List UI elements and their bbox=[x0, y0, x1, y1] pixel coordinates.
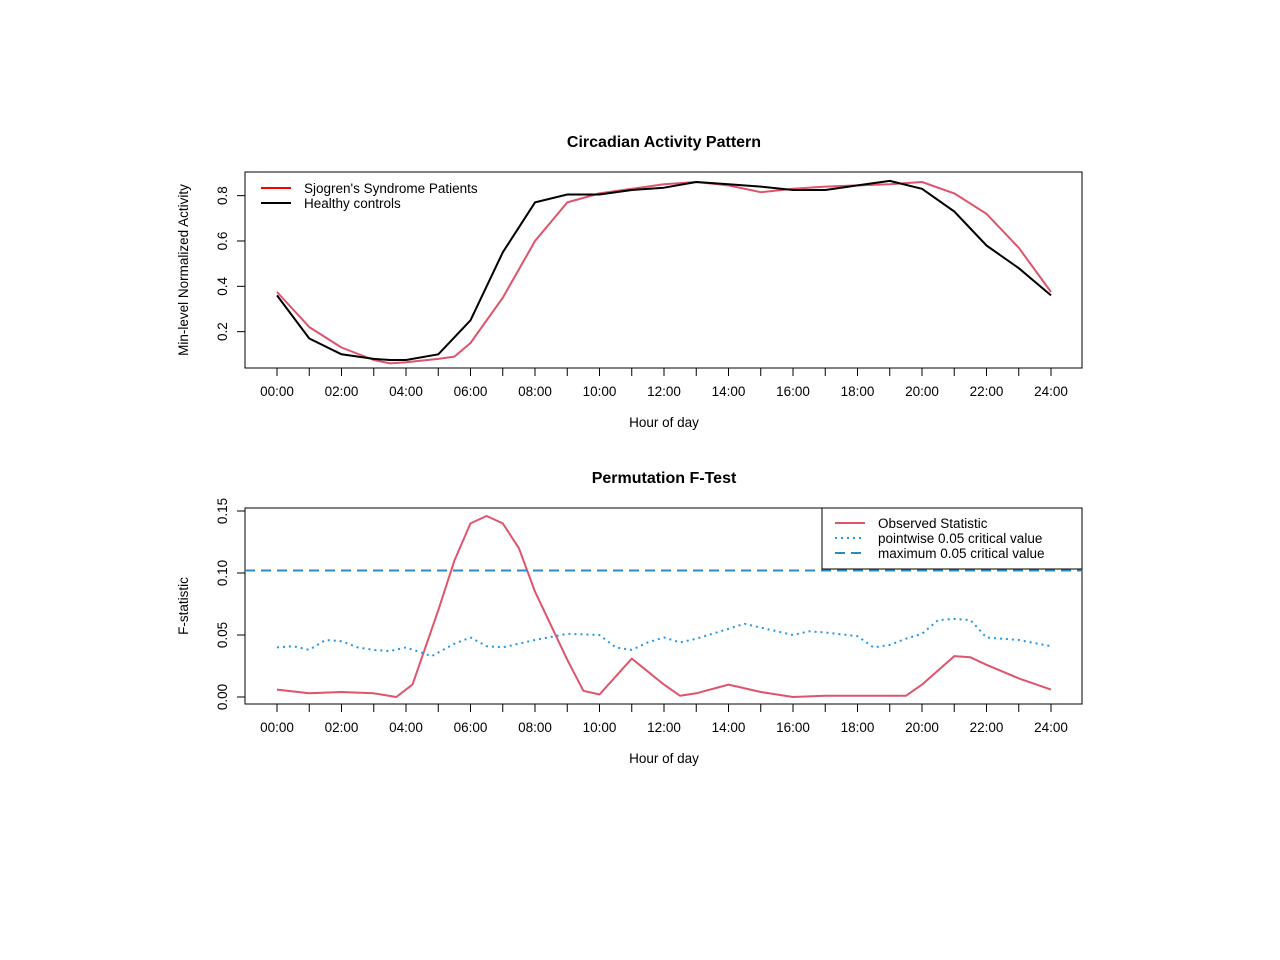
y-tick-label: 0.4 bbox=[215, 276, 230, 295]
x-tick-label: 06:00 bbox=[454, 720, 488, 735]
y-tick-label: 0.10 bbox=[215, 560, 230, 586]
x-tick-label: 14:00 bbox=[712, 720, 746, 735]
legend-label: Sjogren's Syndrome Patients bbox=[304, 181, 478, 196]
x-tick-label: 08:00 bbox=[518, 384, 552, 399]
y-axis-label: F-statistic bbox=[176, 577, 191, 635]
x-tick-label: 16:00 bbox=[776, 384, 810, 399]
x-tick-label: 06:00 bbox=[454, 384, 488, 399]
permutation-f-test-panel: Permutation F-Test Hour of day F-statist… bbox=[176, 470, 1083, 766]
y-tick-label: 0.6 bbox=[215, 232, 230, 251]
x-tick-label: 22:00 bbox=[970, 384, 1004, 399]
y-tick-label: 0.00 bbox=[215, 684, 230, 710]
x-tick-label: 10:00 bbox=[583, 384, 617, 399]
x-tick-label: 00:00 bbox=[260, 384, 294, 399]
x-tick-label: 18:00 bbox=[841, 720, 875, 735]
x-tick-label: 24:00 bbox=[1034, 384, 1068, 399]
legend-label: pointwise 0.05 critical value bbox=[878, 531, 1042, 546]
x-tick-label: 02:00 bbox=[325, 384, 359, 399]
y-tick-label: 0.2 bbox=[215, 322, 230, 341]
legend-label: Observed Statistic bbox=[878, 516, 988, 531]
y-tick-label: 0.05 bbox=[215, 622, 230, 648]
series-line-healthy-controls bbox=[276, 179, 1052, 361]
series-line-pointwise-0-05-critical-value bbox=[276, 617, 1052, 658]
y-tick-label: 0.8 bbox=[215, 186, 230, 205]
x-tick-label: 12:00 bbox=[647, 720, 681, 735]
y-axis-label: Min-level Normalized Activity bbox=[176, 184, 191, 356]
x-tick-label: 20:00 bbox=[905, 720, 939, 735]
x-tick-label: 18:00 bbox=[841, 384, 875, 399]
x-tick-label: 16:00 bbox=[776, 720, 810, 735]
x-tick-label: 24:00 bbox=[1034, 720, 1068, 735]
chart-title: Permutation F-Test bbox=[592, 470, 737, 487]
y-tick-label: 0.15 bbox=[215, 498, 230, 524]
legend-label: Healthy controls bbox=[304, 196, 401, 211]
x-tick-label: 04:00 bbox=[389, 720, 423, 735]
x-tick-label: 22:00 bbox=[970, 720, 1004, 735]
x-axis-label: Hour of day bbox=[629, 415, 699, 430]
x-tick-label: 20:00 bbox=[905, 384, 939, 399]
x-tick-label: 10:00 bbox=[583, 720, 617, 735]
x-tick-label: 00:00 bbox=[260, 720, 294, 735]
x-tick-label: 08:00 bbox=[518, 720, 552, 735]
circadian-activity-panel: Circadian Activity Pattern Hour of day M… bbox=[176, 134, 1083, 430]
x-axis-label: Hour of day bbox=[629, 751, 699, 766]
x-tick-label: 02:00 bbox=[325, 720, 359, 735]
x-tick-label: 12:00 bbox=[647, 384, 681, 399]
x-tick-label: 04:00 bbox=[389, 384, 423, 399]
x-tick-label: 14:00 bbox=[712, 384, 746, 399]
series-line-sjogren-s-syndrome-patients bbox=[276, 181, 1052, 365]
legend-box bbox=[821, 507, 1083, 570]
chart-title: Circadian Activity Pattern bbox=[567, 134, 761, 151]
series-line-observed-statistic bbox=[276, 515, 1052, 698]
legend-label: maximum 0.05 critical value bbox=[878, 546, 1045, 561]
